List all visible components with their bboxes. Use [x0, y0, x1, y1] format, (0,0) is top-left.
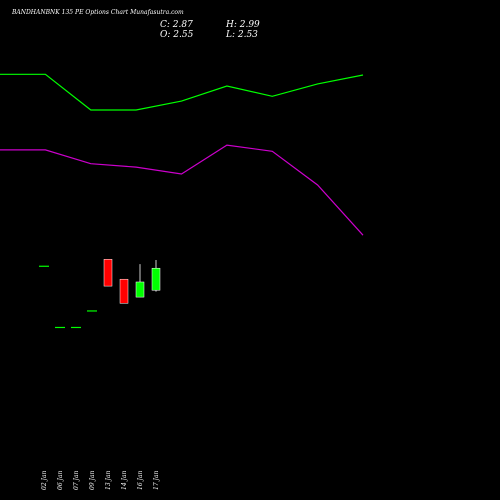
candle-body: [119, 278, 129, 304]
x-tick-label: 14 Jan: [121, 470, 128, 490]
chart-title: BANDHANBNK 135 PE Options Chart Munafasu…: [11, 9, 184, 16]
ohlc-label: O: 2.55: [160, 30, 194, 40]
x-tick-label: 17 Jan: [153, 470, 160, 490]
indicator-line: [0, 73, 364, 111]
candle-body: [87, 310, 97, 312]
candle-body: [151, 267, 161, 291]
candle-body: [55, 326, 65, 329]
candle-body: [135, 281, 145, 298]
x-tick-label: 02 Jan: [41, 470, 48, 490]
x-tick-label: 13 Jan: [105, 470, 112, 490]
ohlc-label: H: 2.99: [225, 20, 260, 30]
candle-body: [39, 265, 49, 267]
ohlc-label: L: 2.53: [225, 30, 258, 40]
indicator-line: [0, 144, 364, 236]
x-tick-label: 16 Jan: [137, 470, 144, 490]
candle-body: [71, 326, 81, 329]
ohlc-label: C: 2.87: [160, 20, 193, 30]
x-tick-label: 09 Jan: [89, 470, 96, 490]
x-tick-label: 06 Jan: [57, 470, 64, 490]
x-tick-label: 07 Jan: [73, 470, 80, 490]
candle-body: [103, 259, 113, 287]
